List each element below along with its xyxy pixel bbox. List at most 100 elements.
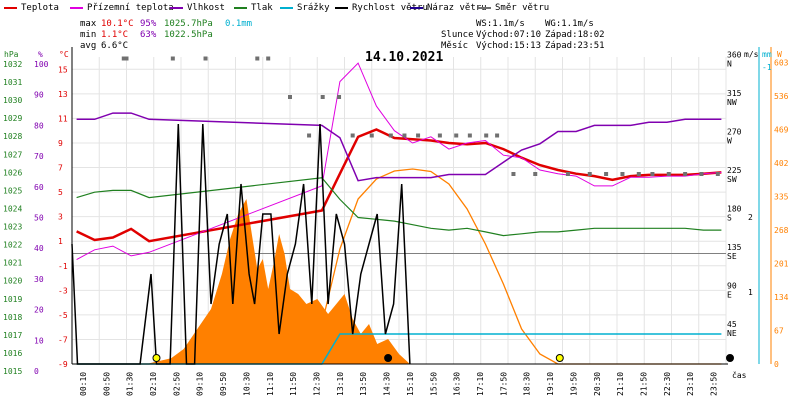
hpa-tick-label: 1023 [3,223,22,232]
hpa-tick-label: 1022 [3,241,22,250]
stat-min-label: min [80,30,97,40]
hpa-unit: hPa [4,50,19,59]
ms-unit: m/s [744,50,759,59]
wind-direction-dot [402,133,407,138]
legend-swatch [234,6,247,9]
direction-degree-label: 315 [727,89,742,98]
x-tick-label: 22:30 [663,372,672,396]
legend-item: Teplota [4,3,59,13]
wind-direction-dot [699,172,704,176]
x-tick-label: 20:30 [593,372,602,396]
x-tick-label: 09:50 [219,372,228,396]
hpa-tick-label: 1029 [3,114,22,123]
direction-name-label: SW [727,175,737,184]
wind-direction-dot [388,133,393,138]
c-tick-label: 7 [58,164,63,173]
stat-avg-temp: 6.6°C [101,41,129,51]
legend-label: Teplota [21,3,59,13]
direction-name-label: E [727,291,732,300]
legend-label: Směr větru [495,3,550,13]
mm-unit: mm [762,50,772,59]
hpa-tick-label: 1028 [3,132,22,141]
w-unit: W [777,50,782,59]
wind-direction-dot [620,172,625,176]
legend-item: Srážky [280,3,330,13]
direction-degree-label: 225 [727,166,742,175]
c-tick-label: 9 [58,139,63,148]
hpa-tick-label: 1016 [3,349,22,358]
c-tick-label: -1 [58,262,68,271]
legend-swatch [4,6,17,9]
legend-swatch [280,6,293,9]
legend-label: Tlak [251,3,273,13]
w-tick-label: 67 [774,327,784,336]
direction-degree-label: 180 [727,205,742,214]
c-tick-label: -5 [58,311,68,320]
legend-label: Vlhkost [187,3,225,13]
hpa-tick-label: 1017 [3,331,22,340]
moonrise-marker [384,354,393,362]
wind-direction-dot [350,133,355,138]
legend-swatch [335,6,348,9]
axes: hPa% °C1015101610171018101910201021102210… [3,47,789,396]
legend-item: Přízemní teplota [70,3,174,13]
hpa-tick-label: 1021 [3,259,22,268]
wind-direction-dot [320,95,325,99]
wind-direction-dot [255,56,260,61]
x-tick-label: 17:10 [476,372,485,396]
legend-swatch [70,6,83,9]
legend-item: Tlak [234,3,273,13]
legend-label: Rychlost větru [352,3,428,13]
series-hum [76,112,722,182]
x-tick-label: 19:10 [546,372,555,396]
hpa-tick-label: 1019 [3,295,22,304]
direction-name-label: NE [727,329,737,338]
wind-direction-dot [604,172,609,176]
moonrise: Východ:15:13 [476,41,542,51]
legend-item: Směr větru [478,3,549,13]
pct-tick-label: 30 [34,275,44,284]
sunset-marker [555,354,564,362]
hpa-tick-label: 1024 [3,204,22,213]
wind-direction-dot [511,172,516,176]
x-tick-label: 21:10 [616,372,625,396]
hpa-tick-label: 1032 [3,60,22,69]
solar-measured-area [153,199,410,364]
c-tick-label: -3 [58,286,68,295]
hpa-tick-label: 1015 [3,367,22,376]
sunrise-marker [152,354,161,362]
pct-tick-label: 50 [34,214,44,223]
stat-avg-label: avg [80,41,97,51]
pct-tick-label: 80 [34,121,44,130]
pct-tick-label: 10 [34,336,44,345]
c-tick-label: 1 [58,237,63,246]
wind-direction-dot [715,172,720,176]
hpa-tick-label: 1020 [3,277,22,286]
mm-tick-label: -1 [762,63,772,72]
direction-name-label: N [727,60,732,69]
stat-min-press: 1022.5hPa [164,30,213,40]
stat-max-press: 1025.7hPa [164,19,213,29]
x-tick-label: 11:50 [289,372,298,396]
wind-direction-dot [467,133,472,138]
x-tick-label: 09:10 [196,372,205,396]
x-tick-label: 02:10 [149,372,158,396]
hpa-tick-label: 1030 [3,96,22,105]
pct-unit: % [38,50,43,59]
legend-item: Vlhkost [170,3,225,13]
wind-direction-dot [587,172,592,176]
pct-tick-label: 70 [34,152,44,161]
wind-direction-dot [203,56,208,61]
direction-degree-label: 45 [727,320,737,329]
moonset: Západ:23:51 [545,41,605,51]
series-ground [76,62,722,261]
direction-degree-label: 135 [727,243,742,252]
c-tick-label: 11 [58,114,68,123]
wind-direction-dot [170,56,175,61]
wind-direction-dot [495,133,500,138]
c-tick-label: 3 [58,213,63,222]
wind-ws: WS:1.1m/s [476,19,525,29]
stat-min-hum: 63% [140,30,157,40]
legend-swatch [410,6,423,9]
